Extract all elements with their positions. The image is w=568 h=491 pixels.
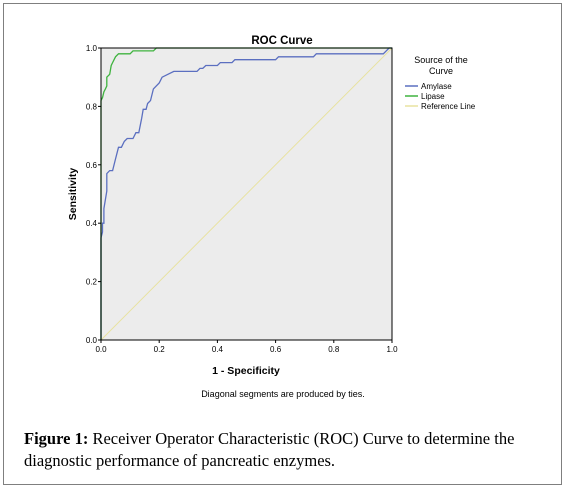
y-axis-label: Sensitivity [67,168,79,221]
amylase-series-line [100,47,392,340]
y-tick-label: 0.2 [86,278,98,287]
y-tick-label: 0.0 [86,336,98,345]
y-tick-label: 0.8 [86,102,98,111]
reference-line-legend-label: Reference Line [421,102,476,111]
legend-title-line-2: Curve [429,66,453,76]
chart-title: ROC Curve [251,35,312,47]
legend-title-line-1: Source of the [414,55,468,65]
reference-line-series-line [100,47,393,341]
caption-text: Receiver Operator Characteristic (ROC) C… [24,429,515,470]
lipase-series-line [100,47,392,340]
footnote: Diagonal segments are produced by ties. [201,389,365,399]
x-tick-label: 0.2 [154,345,166,354]
x-tick-label: 0.8 [328,345,340,354]
x-tick-label: 0.6 [270,345,282,354]
x-tick-label: 1.0 [386,345,398,354]
plot-border [100,47,393,341]
x-axis-label: 1 - Specificity [212,365,280,377]
x-tick-label: 0.4 [212,345,224,354]
y-tick-label: 0.4 [86,219,98,228]
y-tick-label: 0.6 [86,161,98,170]
caption-label: Figure 1: [24,429,89,448]
amylase-legend-label: Amylase [421,82,452,91]
lipase-legend-label: Lipase [421,92,445,101]
figure-caption: Figure 1: Receiver Operator Characterist… [24,428,544,472]
y-tick-label: 1.0 [86,44,98,53]
x-tick-label: 0.0 [95,345,107,354]
